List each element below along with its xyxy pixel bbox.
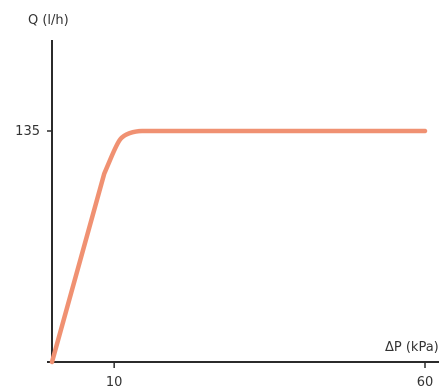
x-tick-label: 10 [106,375,123,390]
x-axis-label: ΔP (kPa) [385,340,439,355]
y-tick-label: 135 [15,124,40,139]
y-ticks-group: 135 [15,124,52,139]
series-line [49,128,428,365]
y-axis-label: Q (l/h) [28,13,69,28]
x-tick-label: 60 [417,375,434,390]
x-ticks-group: 10 60 [106,362,433,390]
